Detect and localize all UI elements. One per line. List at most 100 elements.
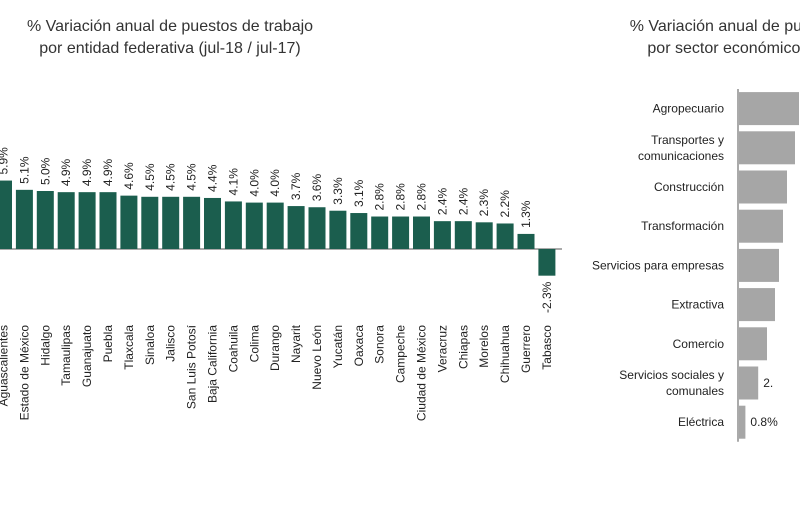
state-bar-value-label: 3.6%: [310, 174, 324, 202]
sector-bar: [739, 170, 787, 204]
state-category-label: Coahuila: [226, 325, 240, 373]
state-bar-value-label: 4.9%: [80, 158, 94, 186]
state-bar: [245, 202, 263, 249]
state-category-label: Sonora: [373, 325, 387, 364]
state-category-label: Ciudad de México: [415, 325, 429, 421]
sector-category-label: Servicios sociales y: [619, 368, 724, 382]
state-bar: [224, 201, 242, 249]
state-bar: [308, 207, 326, 249]
sector-category-label: comunicaciones: [638, 149, 724, 163]
state-bar-value-label: 3.7%: [289, 172, 303, 200]
state-bar: [475, 222, 493, 249]
state-bar: [392, 216, 410, 249]
state-bar-value-label: 4.5%: [143, 163, 157, 191]
state-bar-value-label: 4.5%: [164, 163, 178, 191]
sector-bar-value-label: 0.8%: [750, 415, 778, 429]
state-bar: [57, 192, 75, 249]
sector-chart-title-line1: % Variación anual de puestos: [629, 18, 800, 35]
state-category-label: Estado de México: [17, 325, 31, 421]
state-bar-value-label: 5.9%: [0, 147, 11, 175]
state-bar-value-label: 2.2%: [498, 190, 512, 218]
state-bar-value-label: 2.8%: [373, 183, 387, 211]
state-bar: [15, 189, 33, 249]
state-bar-value-label: 2.8%: [415, 183, 429, 211]
sector-category-label: Transportes y: [651, 133, 724, 147]
state-bar: [36, 191, 54, 249]
state-category-label: Durango: [268, 325, 282, 371]
state-bar-value-label: 4.1%: [226, 168, 240, 196]
state-category-label: Tabasco: [540, 325, 554, 370]
state-category-label: Chiapas: [456, 325, 470, 369]
state-category-label: Hidalgo: [38, 325, 52, 366]
state-bar-value-label: 4.4%: [206, 164, 220, 192]
sector-bar: [739, 209, 783, 243]
state-bar: [496, 223, 514, 249]
state-category-label: Nayarit: [289, 324, 303, 363]
sector-bar-value-label: 2.: [763, 376, 773, 390]
state-bar-value-label: 2.3%: [477, 189, 491, 217]
state-bar-value-label: 4.9%: [59, 158, 73, 186]
state-bar-value-label: -2.3%: [540, 281, 554, 313]
state-bar: [454, 221, 472, 249]
state-bar: [287, 206, 305, 249]
state-bar-value-label: 4.5%: [185, 163, 199, 191]
state-category-label: Colima: [247, 325, 261, 363]
state-bar: [183, 196, 201, 249]
state-category-label: Aguascalientes: [0, 325, 11, 406]
state-bar-value-label: 2.4%: [456, 187, 470, 215]
state-bar-value-label: 3.3%: [331, 177, 345, 205]
state-bar: [162, 196, 180, 249]
state-bar-value-label: 4.0%: [268, 169, 282, 197]
sector-category-label: Extractiva: [671, 298, 724, 312]
state-category-label: Morelos: [477, 325, 491, 368]
state-category-label: Baja California: [206, 325, 220, 403]
state-bar: [329, 210, 347, 249]
state-bar-value-label: 2.4%: [435, 187, 449, 215]
state-category-label: San Luis Potosí: [185, 324, 199, 409]
state-bar: [0, 180, 12, 249]
sector-bar: [739, 248, 779, 282]
state-bar: [371, 216, 389, 249]
state-category-label: Yucatán: [331, 325, 345, 368]
state-category-label: Jalisco: [164, 325, 178, 362]
state-category-label: Campeche: [394, 325, 408, 383]
sector-chart-title-line2: por sector económico (ju: [647, 40, 800, 57]
sector-category-label: comunales: [666, 384, 724, 398]
state-category-label: Guanajuato: [80, 325, 94, 387]
state-bar-value-label: 4.9%: [101, 158, 115, 186]
state-bar: [433, 221, 451, 249]
sector-bar: [739, 405, 746, 439]
sector-category-label: Comercio: [673, 337, 725, 351]
state-category-label: Chihuahua: [498, 325, 512, 383]
state-bar-value-label: 5.1%: [17, 156, 31, 184]
sector-category-label: Construcción: [654, 180, 724, 194]
state-bar: [99, 192, 117, 249]
sector-bar: [739, 327, 767, 361]
state-category-label: Guerrero: [519, 325, 533, 373]
sector-category-label: Eléctrica: [678, 415, 724, 429]
state-bar: [413, 216, 430, 249]
state-bar: [204, 197, 221, 249]
sector-bar: [739, 131, 795, 165]
state-bar: [266, 202, 284, 249]
state-bar: [350, 213, 368, 249]
sector-category-label: Servicios para empresas: [592, 258, 724, 272]
sector-chart-title: % Variación anual de puestos por sector …: [585, 16, 800, 60]
state-bar-value-label: 1.3%: [519, 200, 533, 228]
state-category-label: Puebla: [101, 325, 115, 363]
sector-bar: [739, 366, 759, 400]
state-bar: [517, 233, 535, 249]
state-bar: [120, 195, 138, 249]
state-category-label: Nuevo León: [310, 325, 324, 390]
state-category-label: Tlaxcala: [122, 325, 136, 370]
state-chart-title-line2: por entidad federativa (jul-18 / jul-17): [39, 40, 301, 57]
state-bar-value-label: 5.0%: [38, 157, 52, 185]
state-category-label: Sinaloa: [143, 325, 157, 365]
state-bar-value-label: 3.1%: [352, 179, 366, 207]
state-category-label: Veracruz: [435, 325, 449, 372]
sector-category-label: Transformación: [641, 219, 724, 233]
state-bar: [78, 192, 96, 249]
state-bar: [538, 249, 556, 276]
